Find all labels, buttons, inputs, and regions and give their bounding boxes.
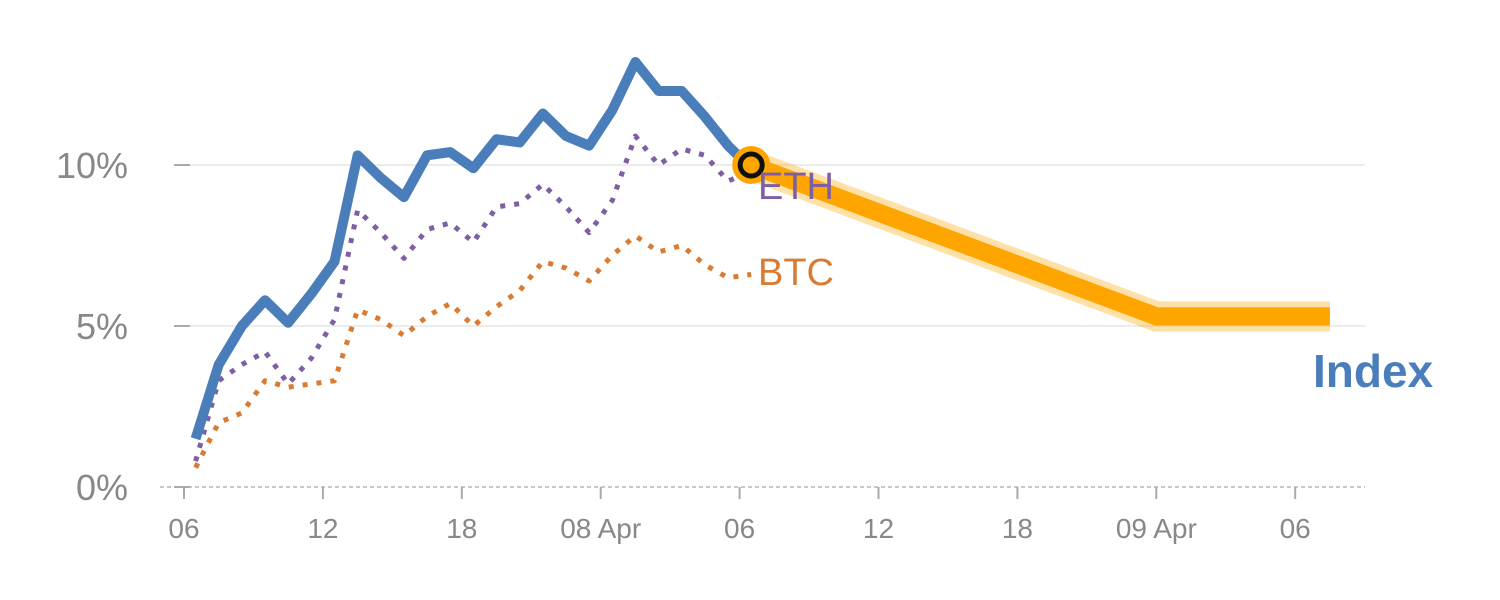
x-tick-label: 12 — [863, 513, 894, 544]
series-eth-line — [193, 133, 753, 462]
x-axis: 06 12 18 08 Apr 06 12 18 09 Apr 06 — [168, 487, 1311, 544]
marker-layer — [732, 146, 771, 184]
series-label-eth: ETH — [758, 166, 834, 208]
series-labels: ETH BTC Index — [758, 166, 1434, 397]
y-tick-label: 0% — [76, 467, 128, 508]
x-tick-label: 08 Apr — [560, 513, 641, 544]
y-tick-label: 10% — [56, 145, 128, 186]
series-forecast-band-outer — [745, 150, 1330, 332]
x-tick-label: 12 — [307, 513, 338, 544]
series-index-line — [190, 56, 755, 441]
series-label-index: Index — [1313, 345, 1434, 397]
series-btc-line — [193, 233, 752, 469]
x-tick-label: 18 — [446, 513, 477, 544]
y-axis: 0% 5% 10% — [56, 145, 190, 508]
x-tick-label: 06 — [724, 513, 755, 544]
y-tick-label: 5% — [76, 306, 128, 347]
x-tick-label: 06 — [1280, 513, 1311, 544]
current-point-marker — [737, 151, 765, 179]
series-forecast-band — [748, 156, 1330, 326]
x-tick-label: 06 — [168, 513, 199, 544]
x-tick-label: 18 — [1002, 513, 1033, 544]
series-label-btc: BTC — [758, 252, 834, 294]
x-tick-label: 09 Apr — [1116, 513, 1197, 544]
series-layer — [190, 56, 1330, 469]
